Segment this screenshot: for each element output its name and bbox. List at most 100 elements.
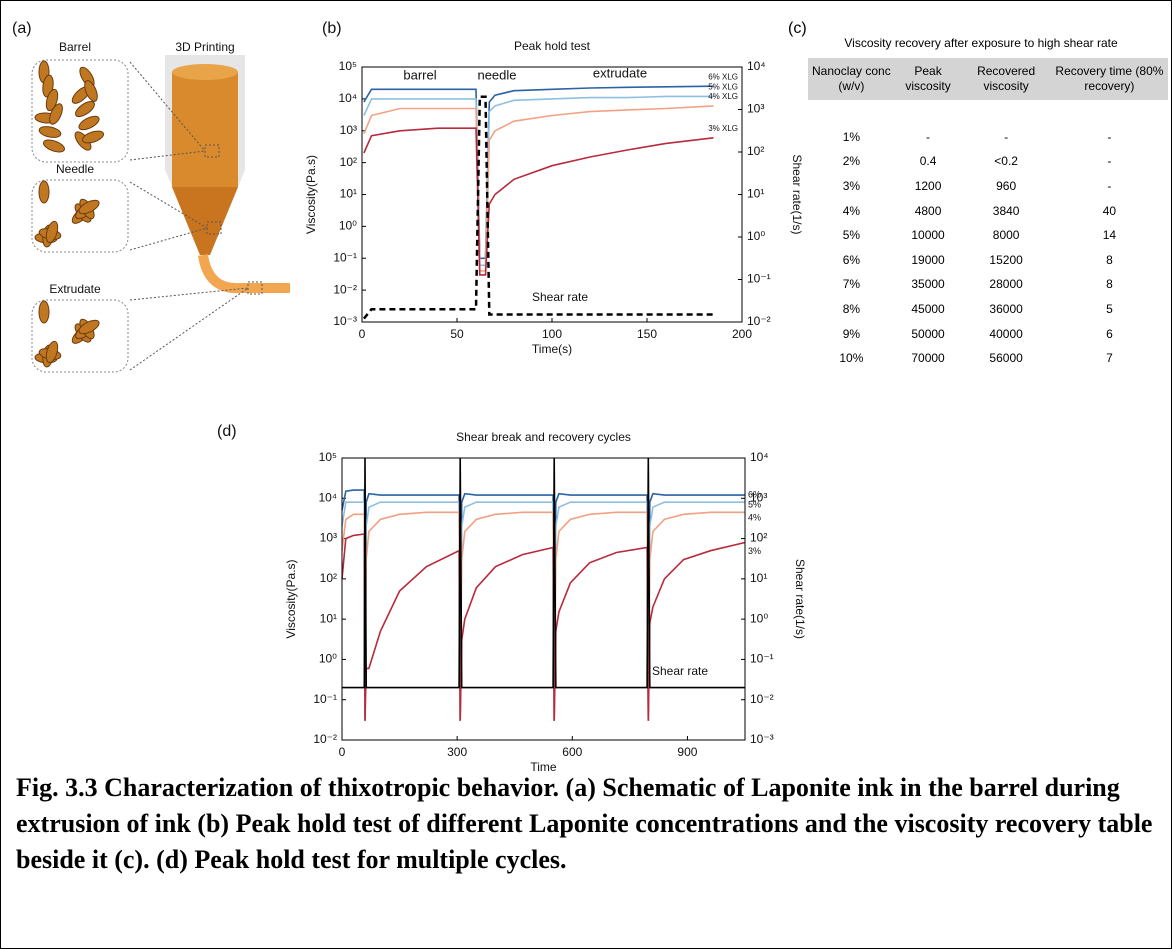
schematic-title: 3D Printing [175, 40, 234, 54]
x-tick-label: 50 [450, 327, 464, 341]
table-row: 6% 19000 15200 8 [808, 248, 1168, 273]
barrel [172, 72, 238, 187]
table-cell: 9% [842, 326, 861, 341]
y-tick-label: 10⁴ [318, 490, 337, 504]
y2-tick-label: 10³ [750, 490, 767, 504]
platelet [75, 100, 95, 118]
series-label: 3% XLG [708, 124, 738, 133]
table-cell: 2% [842, 154, 861, 169]
y-tick-label: 10⁻² [333, 282, 357, 296]
table-cell: 10000 [911, 228, 945, 243]
table-cell: 70000 [911, 351, 945, 366]
table-row: 1% - - - [808, 125, 1168, 150]
series-label: Shear rate [532, 290, 588, 304]
series-line [341, 511, 745, 721]
x-tick-label: 0 [359, 327, 366, 341]
series-line [363, 95, 714, 267]
annotation: barrel [403, 67, 436, 82]
y-tick-label: 10⁻² [313, 732, 337, 746]
table-cell: - [1004, 129, 1009, 144]
platelet [84, 80, 98, 102]
x-tick-label: 600 [562, 745, 582, 759]
table-cell: 3% [842, 179, 861, 194]
y2-tick-label: 10⁻¹ [750, 652, 774, 666]
table-cell: 19000 [911, 252, 945, 267]
y2-tick-label: 10⁴ [750, 450, 769, 464]
table-cell: 7 [1106, 351, 1113, 366]
table-cell: 40 [1102, 203, 1117, 218]
annotation: extrudate [593, 65, 647, 80]
y2-axis-label: Shear rate(1/s) [790, 154, 804, 234]
table-cell: 3840 [992, 203, 1020, 218]
y2-axis-label: Shear rate(1/s) [793, 559, 807, 639]
series-label: 5% XLG [708, 82, 738, 91]
series-line [363, 85, 714, 260]
table-cell: 15200 [989, 252, 1023, 267]
y-axis-label: Viscosity(Pa.s) [284, 559, 298, 638]
platelet [49, 103, 63, 125]
table-cell: 6% [842, 252, 861, 267]
header-row: Nanoclay conc (w/v) Peak viscosity Recover… [808, 58, 1168, 100]
table-cell: 4% [842, 203, 861, 218]
platelet [78, 115, 100, 131]
x-axis-label: Time(s) [532, 342, 572, 356]
x-tick-label: 300 [447, 745, 467, 759]
y-tick-label: 10² [340, 155, 357, 169]
table-row: 8% 45000 36000 5 [808, 297, 1168, 322]
x-tick-label: 150 [637, 327, 657, 341]
table-cell: 45000 [911, 302, 945, 317]
series-line [362, 95, 714, 320]
header-cell: Peak viscosity [894, 58, 962, 100]
y2-tick-label: 10⁻¹ [747, 272, 771, 286]
table-cell: 8 [1106, 252, 1113, 267]
series-line [363, 105, 714, 272]
x-tick-label: 0 [339, 745, 346, 759]
platelets [34, 60, 105, 368]
platelet [78, 199, 100, 215]
table-cell: 1200 [914, 179, 942, 194]
callouts [129, 61, 263, 371]
y-tick-label: 10⁰ [319, 652, 337, 666]
x-tick-label: 900 [677, 745, 697, 759]
x-tick-label: 100 [542, 327, 562, 341]
table-cell: 960 [996, 179, 1017, 194]
x-tick-label: 200 [732, 327, 752, 341]
table-cell: 5 [1106, 302, 1113, 317]
table-cell: 35000 [911, 277, 945, 292]
platelet [38, 300, 50, 324]
y2-tick-label: 10⁰ [747, 229, 765, 243]
y2-tick-label: 10⁴ [747, 59, 766, 73]
y-axis-label: Viscosity(Pa.s) [304, 155, 318, 234]
chart-title: Shear break and recovery cycles [456, 430, 631, 444]
series-label: 6% XLG [708, 72, 738, 81]
y-tick-label: 10² [320, 571, 337, 585]
series-line [341, 533, 746, 721]
y-tick-label: 10¹ [340, 187, 357, 201]
table-row: 5% 10000 8000 14 [808, 223, 1168, 248]
platelet [38, 126, 62, 138]
panel-label: (b) [322, 20, 342, 37]
header-cell: Nanoclay conc (w/v) [808, 58, 895, 100]
series-label: 3% [748, 546, 761, 556]
table-row: 10% 70000 56000 7 [808, 346, 1168, 371]
header-cell: Recovered viscosity [961, 58, 1051, 100]
table-title: Viscosity recovery after exposure to hig… [844, 36, 1118, 50]
table-row: 4% 4800 3840 40 [808, 198, 1168, 223]
series-label: 5% [748, 500, 761, 510]
plot-frame [341, 457, 746, 741]
table-row: 7% 35000 28000 8 [808, 272, 1168, 297]
platelet [45, 220, 59, 244]
series-label: Shear rate [652, 664, 708, 678]
schematic-label: Barrel [59, 40, 91, 54]
zoom-circles [31, 59, 129, 373]
y-tick-label: 10⁻¹ [313, 692, 337, 706]
y-tick-label: 10⁵ [339, 59, 357, 73]
series-label: 4% [748, 513, 761, 523]
table-cell: 4800 [914, 203, 942, 218]
y-tick-label: 10³ [320, 531, 337, 545]
series-label: 6% [748, 489, 761, 499]
table-cell: 6 [1106, 326, 1113, 341]
table-cell: - [1107, 129, 1112, 144]
